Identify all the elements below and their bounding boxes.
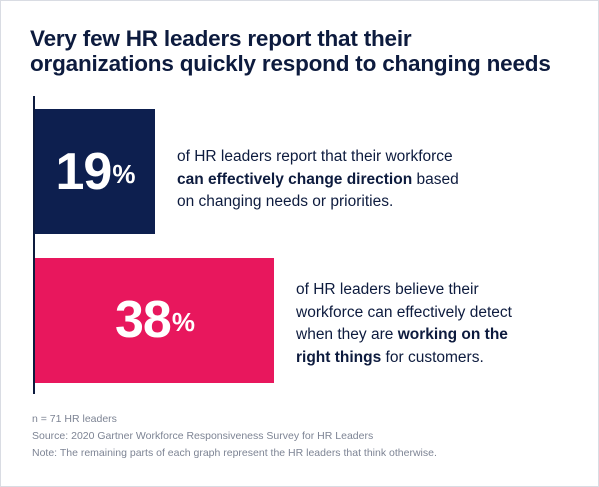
bar-description: of HR leaders believe their workforce can… (296, 279, 512, 369)
body-text: for customers. (381, 348, 484, 366)
emphasis-text: can effectively change direction (177, 170, 413, 188)
axis-line (33, 96, 35, 394)
chart-title: Very few HR leaders report that their or… (30, 26, 570, 76)
description-line: right things for customers. (296, 347, 512, 370)
sample-size-note: n = 71 HR leaders (32, 413, 117, 425)
body-text: on changing needs or priorities. (177, 193, 394, 210)
body-text: when they are (296, 326, 398, 343)
body-text: of HR leaders believe their (296, 281, 479, 298)
description-line: of HR leaders report that their workforc… (177, 146, 459, 169)
bar-value-label: 19% (55, 143, 136, 201)
remaining-note: Note: The remaining parts of each graph … (32, 447, 437, 459)
bar-value-unit: % (112, 159, 135, 189)
body-text: based (412, 170, 459, 188)
description-line: on changing needs or priorities. (177, 191, 459, 214)
bar-1 (35, 109, 155, 234)
source-note: Source: 2020 Gartner Workforce Responsiv… (32, 430, 374, 442)
description-line: when they are working on the (296, 324, 512, 347)
bar-value-number: 38 (115, 291, 172, 349)
bar-value-number: 19 (55, 143, 113, 201)
body-text: of HR leaders report that their workforc… (177, 148, 453, 165)
bar-2 (35, 258, 274, 383)
emphasis-text: right things (296, 348, 382, 366)
description-line: of HR leaders believe their (296, 279, 512, 302)
bar-value-unit: % (171, 307, 195, 337)
title-line-1: Very few HR leaders report that their (30, 26, 412, 51)
description-line: workforce can effectively detect (296, 302, 512, 325)
chart-notes: n = 71 HR leaders Source: 2020 Gartner W… (32, 411, 437, 462)
bar-description: of HR leaders report that their workforc… (177, 146, 459, 214)
body-text: workforce can effectively detect (296, 303, 512, 321)
description-line: can effectively change direction based (177, 169, 459, 192)
emphasis-text: working on the (397, 326, 508, 343)
title-line-2: organizations quickly respond to changin… (30, 51, 551, 76)
bar-value-label: 38% (115, 291, 195, 349)
